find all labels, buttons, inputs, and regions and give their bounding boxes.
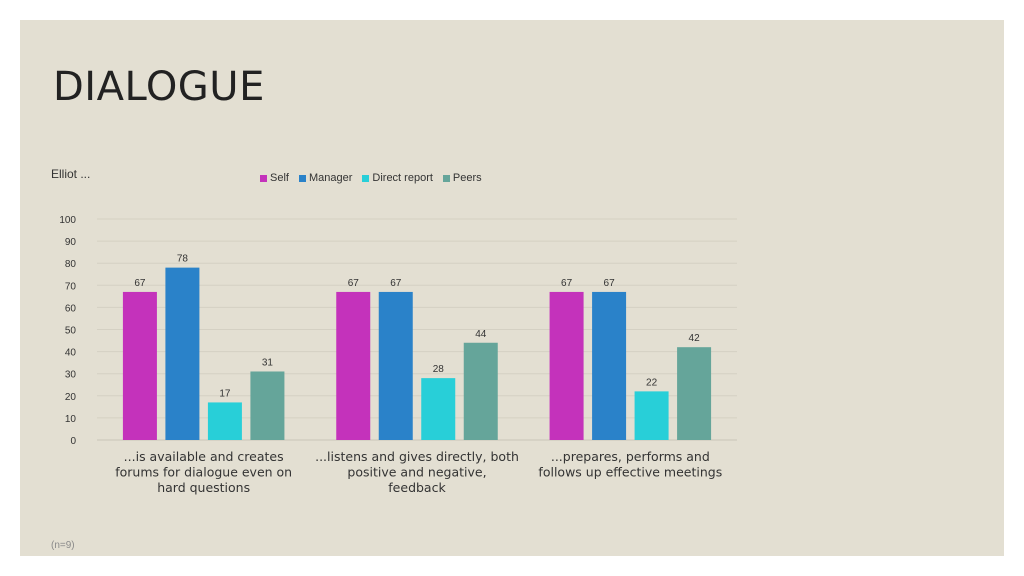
bar (250, 371, 285, 440)
legend-swatch (298, 174, 306, 182)
bar (122, 291, 157, 440)
legend-item: Peers (442, 172, 482, 184)
x-category-label: hard questions (157, 480, 250, 495)
data-label: 28 (433, 364, 445, 375)
data-label: 31 (262, 357, 274, 368)
x-category-label: ...listens and gives directly, both (315, 449, 519, 464)
y-tick-label: 70 (65, 281, 77, 292)
x-category-label: follows up effective meetings (538, 465, 722, 480)
bar (378, 291, 413, 440)
legend-label: Manager (308, 172, 353, 184)
y-tick-label: 40 (65, 348, 77, 359)
y-tick-label: 20 (65, 392, 77, 403)
bar (463, 342, 498, 440)
y-tick-label: 90 (65, 237, 77, 248)
y-tick-label: 30 (65, 370, 77, 381)
legend-swatch (442, 174, 450, 182)
chart-legend: Self Manager Direct report Peers (260, 172, 482, 184)
x-category-label: feedback (388, 480, 446, 495)
legend-label: Self (270, 172, 289, 184)
bar (207, 402, 242, 440)
legend-item: Manager (298, 172, 353, 184)
y-tick-label: 0 (70, 436, 76, 447)
bar (677, 347, 712, 440)
legend-swatch (260, 174, 267, 182)
bar (549, 291, 584, 440)
legend-label: Peers (452, 172, 482, 184)
legend-swatch (362, 174, 370, 182)
bar (634, 391, 669, 440)
data-label: 67 (134, 278, 146, 289)
bar (336, 291, 371, 440)
data-label: 67 (561, 278, 573, 289)
y-tick-label: 60 (65, 303, 77, 314)
bar (165, 267, 200, 440)
data-label: 78 (177, 254, 189, 265)
y-tick-label: 50 (65, 326, 77, 337)
chart-subtitle: Elliot ... (51, 167, 91, 181)
y-tick-label: 100 (59, 215, 76, 226)
x-category-label: ...is available and creates (124, 449, 284, 464)
y-tick-label: 80 (65, 259, 77, 270)
data-label: 17 (219, 388, 231, 399)
data-label: 22 (646, 377, 658, 388)
data-label: 42 (689, 333, 701, 344)
data-label: 67 (390, 278, 402, 289)
legend-item: Self (260, 172, 289, 184)
legend-label: Direct report (372, 172, 433, 184)
x-category-label: ...prepares, performs and (551, 449, 710, 464)
x-category-label: forums for dialogue even on (115, 465, 292, 480)
y-tick-label: 10 (65, 414, 77, 425)
data-label: 44 (475, 329, 487, 340)
slide-title: DIALOGUE (53, 64, 265, 110)
data-label: 67 (348, 278, 360, 289)
bar (421, 378, 456, 440)
sample-size-note: (n=9) (51, 540, 75, 551)
bar (592, 291, 627, 440)
x-category-label: positive and negative, (347, 465, 486, 480)
data-label: 67 (604, 278, 616, 289)
legend-item: Direct report (362, 172, 433, 184)
